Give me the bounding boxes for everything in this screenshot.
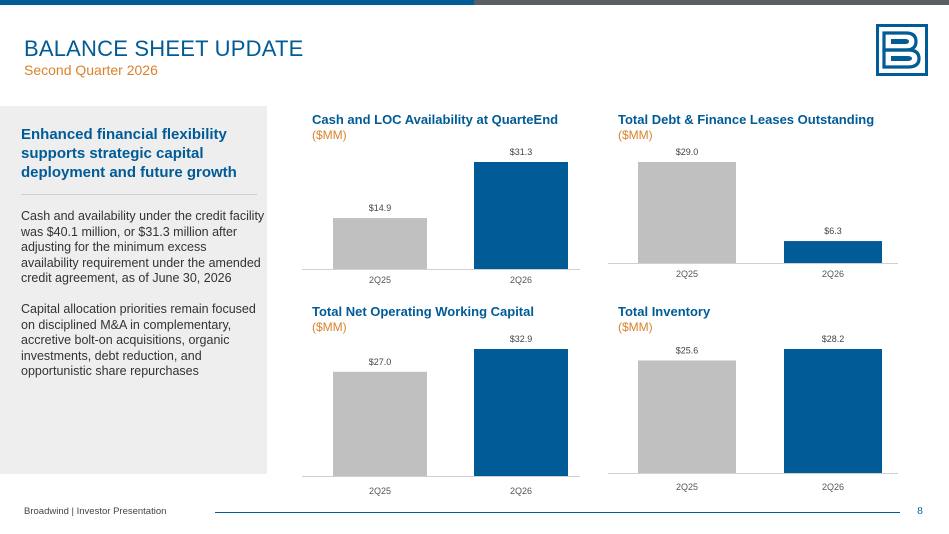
tick-label: 2Q26 xyxy=(510,486,532,496)
data-label: $27.0 xyxy=(369,357,392,367)
bar-2q25 xyxy=(333,371,427,476)
page-number: 8 xyxy=(917,506,924,517)
summary-panel: Enhanced financial flexibility supports … xyxy=(0,106,267,474)
tick-label: 2Q25 xyxy=(369,486,391,496)
summary-divider xyxy=(21,194,257,195)
bar-2q25 xyxy=(638,162,736,263)
data-label: $6.3 xyxy=(824,226,842,236)
chart-title: Cash and LOC Availability at QuarteEnd xyxy=(312,112,559,127)
chart-cash-loc: Cash and LOC Availability at QuarteEnd (… xyxy=(302,112,582,290)
bar-2q26 xyxy=(474,349,568,476)
chart-inventory: Total Inventory ($MM) $25.6 2Q25 $28.2 2Q26 xyxy=(608,304,898,496)
bar-2q25 xyxy=(638,360,736,473)
footer-divider xyxy=(215,512,900,513)
chart-plot: $27.0 2Q25 $32.9 2Q26 xyxy=(302,334,580,496)
chart-working-capital: Total Net Operating Working Capital ($MM… xyxy=(302,304,582,500)
summary-paragraph-capital-allocation: Capital allocation priorities remain foc… xyxy=(21,302,256,378)
summary-paragraph-liquidity: Cash and availability under the credit f… xyxy=(21,209,265,285)
chart-unit: ($MM) xyxy=(312,128,347,142)
data-label: $14.9 xyxy=(369,203,392,213)
tick-label: 2Q26 xyxy=(822,269,844,279)
bar-2q26 xyxy=(784,349,882,473)
page-title: BALANCE SHEET UPDATE xyxy=(24,36,304,61)
data-label: $28.2 xyxy=(822,334,845,344)
chart-unit: ($MM) xyxy=(312,320,347,334)
tick-label: 2Q26 xyxy=(510,275,532,285)
data-label: $29.0 xyxy=(676,147,699,157)
bar-2q26 xyxy=(474,162,568,269)
bar-2q26 xyxy=(784,241,882,263)
bar-2q25 xyxy=(333,218,427,269)
footer-label: Broadwind | Investor Presentation xyxy=(24,506,167,517)
top-accent-bar-gray xyxy=(474,0,949,5)
tick-label: 2Q26 xyxy=(822,482,844,492)
summary-heading: Enhanced financial flexibility supports … xyxy=(21,126,237,181)
chart-debt-leases: Total Debt & Finance Leases Outstanding … xyxy=(608,112,898,284)
chart-unit: ($MM) xyxy=(618,320,653,334)
chart-unit: ($MM) xyxy=(618,128,653,142)
tick-label: 2Q25 xyxy=(369,275,391,285)
tick-label: 2Q25 xyxy=(676,269,698,279)
page-subtitle: Second Quarter 2026 xyxy=(24,62,158,78)
chart-plot: $14.9 2Q25 $31.3 2Q26 xyxy=(302,147,580,285)
chart-title: Total Debt & Finance Leases Outstanding xyxy=(618,112,875,127)
broadwind-logo-icon xyxy=(876,24,928,76)
tick-label: 2Q25 xyxy=(676,482,698,492)
data-label: $25.6 xyxy=(676,345,699,355)
chart-plot: $29.0 2Q25 $6.3 2Q26 xyxy=(608,147,898,279)
data-label: $31.3 xyxy=(510,147,533,157)
chart-title: Total Inventory xyxy=(618,304,711,319)
chart-plot: $25.6 2Q25 $28.2 2Q26 xyxy=(608,334,898,492)
chart-title: Total Net Operating Working Capital xyxy=(312,304,534,319)
data-label: $32.9 xyxy=(510,334,533,344)
top-accent-bar-blue xyxy=(0,0,474,5)
